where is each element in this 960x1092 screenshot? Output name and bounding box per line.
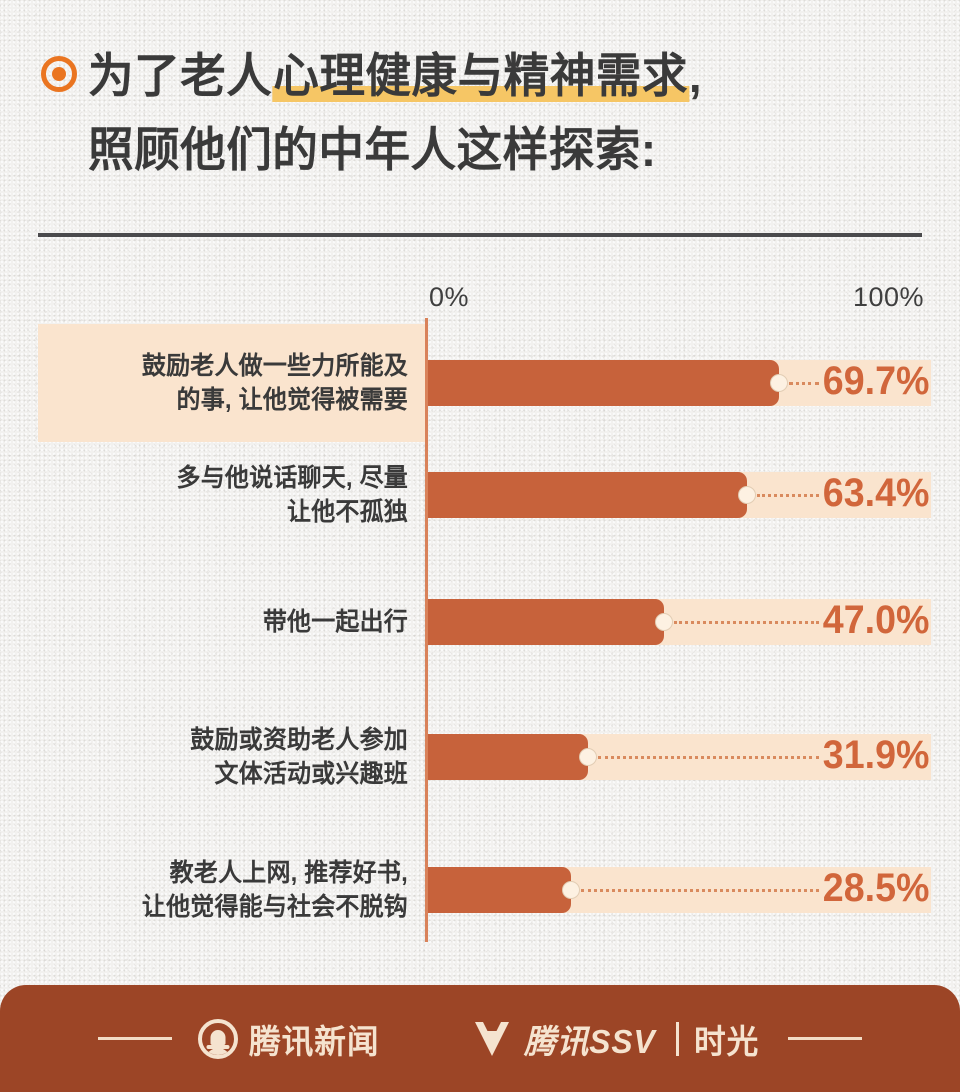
brand-tencent-news-label: 腾讯新闻 bbox=[248, 1022, 380, 1060]
leader-line bbox=[581, 889, 819, 892]
bar-track bbox=[428, 734, 931, 780]
y-axis-line bbox=[425, 318, 428, 942]
category-label: 鼓励老人做一些力所能及的事, 让他觉得被需要 bbox=[62, 349, 408, 417]
title-segment-comma: , bbox=[688, 49, 703, 102]
title-segment-plain: 为了老人 bbox=[88, 49, 273, 102]
chart-row: 多与他说话聊天, 尽量让他不孤独 63.4% bbox=[0, 446, 960, 544]
footer-dash-right bbox=[788, 1037, 863, 1040]
value-label: 47.0% bbox=[822, 598, 929, 642]
value-bar bbox=[428, 867, 571, 913]
brand-tencent-news[interactable]: 腾讯新闻 bbox=[197, 1015, 385, 1063]
bar-track bbox=[428, 472, 931, 518]
page-title-line-2: 照顾他们的中年人这样探索: bbox=[88, 123, 657, 176]
axis-tick-max: 100% bbox=[853, 282, 925, 312]
value-bar bbox=[428, 599, 664, 645]
target-icon bbox=[41, 56, 77, 92]
bell-circle-icon bbox=[197, 1018, 238, 1059]
category-label-line: 鼓励老人做一些力所能及 bbox=[141, 352, 408, 380]
value-label: 31.9% bbox=[822, 733, 929, 777]
category-label: 鼓励或资助老人参加文体活动或兴趣班 bbox=[62, 723, 408, 791]
horizontal-bar-chart: 0% 100% 鼓励老人做一些力所能及的事, 让他觉得被需要 69.7% 多与他说话… bbox=[0, 246, 960, 946]
value-label: 63.4% bbox=[822, 471, 929, 515]
category-label-line: 鼓励或资助老人参加 bbox=[190, 726, 408, 754]
axis-tick-min: 0% bbox=[429, 282, 470, 312]
bar-track bbox=[428, 360, 931, 406]
category-label-line: 教老人上网, 推荐好书, bbox=[169, 859, 408, 887]
chart-row: 带他一起出行 47.0% bbox=[0, 576, 960, 668]
brand-separator bbox=[676, 1021, 680, 1056]
page-header: 为了老人心理健康与精神需求, 照顾他们的中年人这样探索: bbox=[0, 0, 960, 216]
brand-tencent-ssv[interactable]: 腾讯SSV 时光 bbox=[471, 1015, 762, 1063]
bar-end-marker bbox=[655, 613, 673, 631]
leader-line bbox=[789, 382, 819, 385]
category-label-line: 让他觉得能与社会不脱钩 bbox=[141, 893, 408, 921]
title-segment-highlighted: 心理健康与精神需求 bbox=[272, 49, 689, 102]
bar-end-marker bbox=[562, 881, 580, 899]
category-label-line: 的事, 让他觉得被需要 bbox=[176, 386, 408, 414]
category-label-line: 带他一起出行 bbox=[262, 608, 408, 636]
category-label: 多与他说话聊天, 尽量让他不孤独 bbox=[62, 461, 408, 529]
bar-end-marker bbox=[770, 374, 788, 392]
value-bar bbox=[428, 360, 779, 406]
category-label-line: 让他不孤独 bbox=[287, 498, 408, 526]
row-highlight-band bbox=[38, 324, 425, 442]
header-divider bbox=[38, 233, 922, 237]
category-label: 教老人上网, 推荐好书, 让他觉得能与社会不脱钩 bbox=[62, 856, 408, 924]
bar-track bbox=[428, 599, 931, 645]
brand-tencent-ssv-label: 腾讯SSV bbox=[523, 1022, 656, 1060]
footer-dash-left bbox=[97, 1037, 172, 1040]
leader-line bbox=[757, 494, 819, 497]
leader-line bbox=[598, 756, 819, 759]
category-label-line: 多与他说话聊天, 尽量 bbox=[176, 464, 408, 492]
category-label-line: 文体活动或兴趣班 bbox=[214, 760, 408, 788]
bar-end-marker bbox=[579, 748, 597, 766]
leader-line bbox=[674, 621, 819, 624]
page-title-line-1: 为了老人心理健康与精神需求, bbox=[88, 49, 702, 103]
chart-row: 鼓励或资助老人参加文体活动或兴趣班 31.9% bbox=[0, 708, 960, 806]
bar-end-marker bbox=[738, 486, 756, 504]
page-footer: 腾讯新闻 腾讯SSV 时光 bbox=[0, 985, 960, 1092]
brand-shiguang-label: 时光 bbox=[694, 1022, 760, 1060]
value-label: 28.5% bbox=[822, 866, 929, 910]
bar-track bbox=[428, 867, 931, 913]
value-bar bbox=[428, 472, 747, 518]
ssv-triangle-icon bbox=[471, 1019, 513, 1059]
chart-row: 鼓励老人做一些力所能及的事, 让他觉得被需要 69.7% bbox=[0, 324, 960, 442]
chart-row: 教老人上网, 推荐好书, 让他觉得能与社会不脱钩 28.5% bbox=[0, 840, 960, 940]
value-label: 69.7% bbox=[822, 359, 929, 403]
category-label: 带他一起出行 bbox=[62, 605, 408, 639]
value-bar bbox=[428, 734, 588, 780]
